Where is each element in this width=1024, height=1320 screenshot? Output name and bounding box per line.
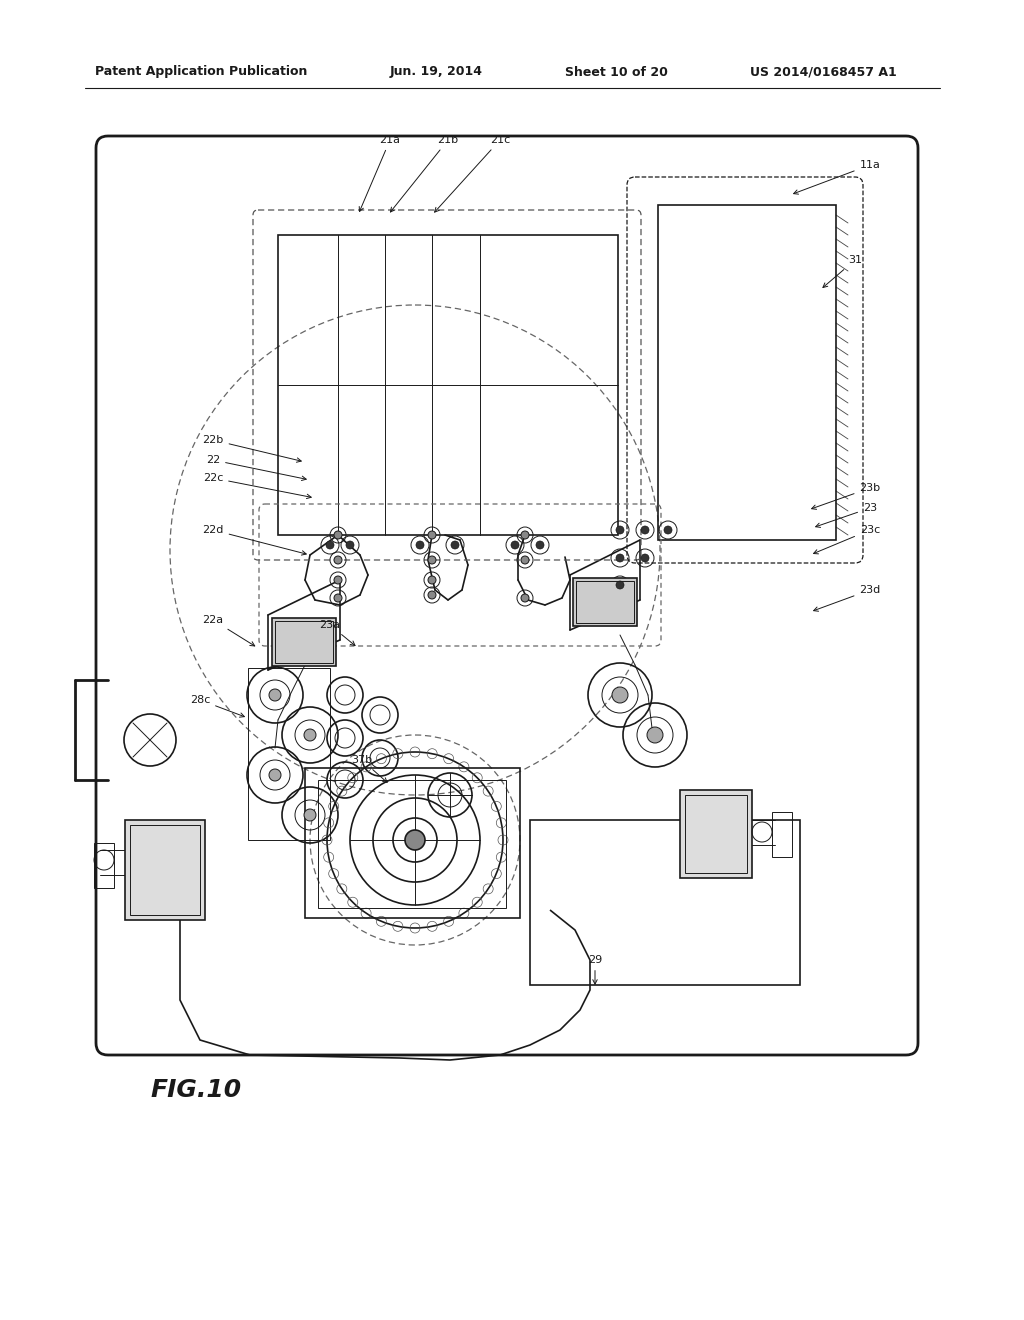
Circle shape [326, 541, 334, 549]
Bar [130, 825, 200, 915]
Bar [573, 578, 637, 626]
Bar [575, 581, 634, 623]
Text: US 2014/0168457 A1: US 2014/0168457 A1 [750, 66, 897, 78]
Bar [685, 795, 746, 873]
Bar [125, 820, 205, 920]
Circle shape [536, 541, 544, 549]
Bar [275, 620, 333, 663]
Text: 22: 22 [206, 455, 306, 480]
Circle shape [428, 556, 436, 564]
Bar [272, 618, 336, 667]
Circle shape [521, 556, 529, 564]
Text: 31: 31 [823, 255, 862, 288]
Text: 22c: 22c [203, 473, 311, 499]
Text: Sheet 10 of 20: Sheet 10 of 20 [565, 66, 668, 78]
Circle shape [269, 770, 281, 781]
Text: Jun. 19, 2014: Jun. 19, 2014 [390, 66, 483, 78]
Bar [658, 205, 836, 540]
Circle shape [521, 531, 529, 539]
Bar [680, 789, 752, 878]
Circle shape [616, 554, 624, 562]
Text: 23a: 23a [319, 620, 355, 645]
Circle shape [334, 556, 342, 564]
Circle shape [616, 525, 624, 535]
Circle shape [428, 591, 436, 599]
Text: 11a: 11a [794, 160, 881, 194]
Circle shape [641, 554, 649, 562]
Text: 22d: 22d [203, 525, 306, 556]
Circle shape [269, 689, 281, 701]
Text: 28c: 28c [189, 696, 245, 717]
Bar [318, 780, 506, 908]
Text: 22a: 22a [203, 615, 255, 645]
Circle shape [521, 594, 529, 602]
Circle shape [304, 809, 316, 821]
Circle shape [616, 581, 624, 589]
Text: Patent Application Publication: Patent Application Publication [95, 66, 307, 78]
Text: 23c: 23c [813, 525, 880, 554]
Circle shape [416, 541, 424, 549]
Circle shape [647, 727, 663, 743]
Circle shape [451, 541, 459, 549]
Circle shape [334, 576, 342, 583]
Circle shape [664, 525, 672, 535]
Bar [94, 843, 114, 888]
Circle shape [511, 541, 519, 549]
Text: 29: 29 [588, 954, 602, 985]
Circle shape [304, 729, 316, 741]
Text: 21b: 21b [390, 135, 459, 213]
Circle shape [428, 531, 436, 539]
Circle shape [406, 830, 425, 850]
Bar [530, 820, 800, 985]
Circle shape [334, 594, 342, 602]
Circle shape [612, 686, 628, 704]
Text: FIG.10: FIG.10 [150, 1078, 241, 1102]
Text: 22b: 22b [203, 436, 301, 462]
Text: 23d: 23d [814, 585, 881, 611]
Bar [278, 235, 618, 535]
Bar [305, 768, 520, 917]
Circle shape [641, 525, 649, 535]
Text: 21c: 21c [434, 135, 510, 213]
Circle shape [334, 531, 342, 539]
Circle shape [428, 576, 436, 583]
Circle shape [346, 541, 354, 549]
Text: 37b: 37b [351, 755, 387, 783]
Bar [772, 812, 792, 857]
Text: 23: 23 [816, 503, 878, 528]
Text: 23b: 23b [812, 483, 881, 510]
Text: 21a: 21a [359, 135, 400, 211]
